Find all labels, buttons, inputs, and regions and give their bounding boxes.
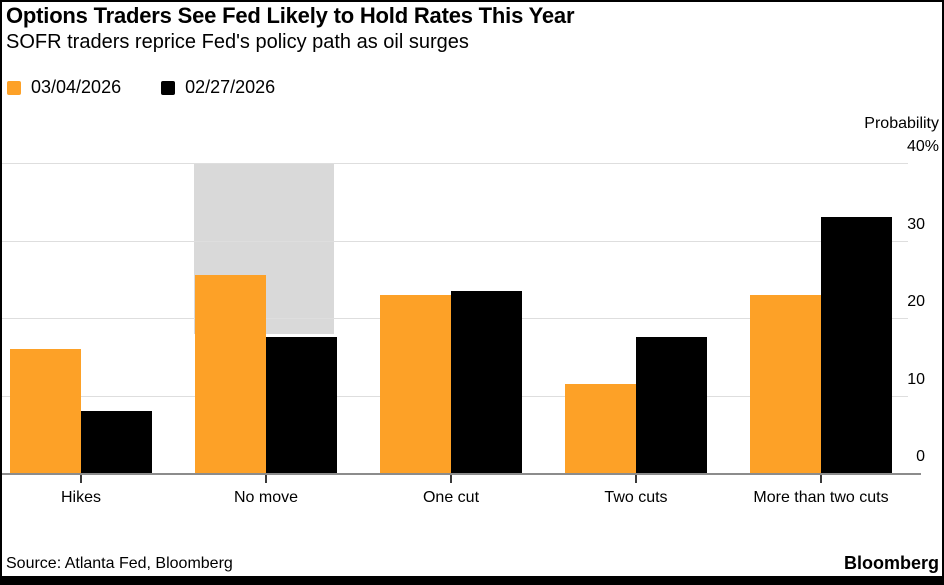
y-axis-title: Probability xyxy=(864,115,939,132)
y-tick-label: 40% xyxy=(906,138,939,155)
bar-02-27-2026-Hikes xyxy=(81,411,152,473)
gridline-40 xyxy=(2,163,908,164)
chart-title: Options Traders See Fed Likely to Hold R… xyxy=(6,3,575,28)
x-tick-mark xyxy=(265,475,267,483)
x-tick-mark xyxy=(450,475,452,483)
legend-label: 03/04/2026 xyxy=(31,77,122,97)
x-tick-mark xyxy=(820,475,822,483)
bar-03-04-2026-No-move xyxy=(195,275,266,473)
y-tick-label: 10 xyxy=(907,370,925,388)
x-tick-label: More than two cuts xyxy=(753,489,889,506)
bottom-black-bar xyxy=(2,576,942,583)
bar-03-04-2026-One-cut xyxy=(380,294,451,473)
y-tick-label: 0 xyxy=(916,448,925,465)
x-axis-line xyxy=(2,473,921,475)
x-tick-label: One cut xyxy=(422,489,480,506)
legend-label: 02/27/2026 xyxy=(185,77,276,97)
legend-swatch xyxy=(7,80,21,95)
bar-02-27-2026-More-than-two-cuts xyxy=(821,217,892,473)
chart-subtitle: SOFR traders reprice Fed's policy path a… xyxy=(6,31,469,53)
gridline-30 xyxy=(2,240,908,242)
y-tick-label: 20 xyxy=(907,293,925,310)
bloomberg-logo: Bloomberg xyxy=(843,553,939,573)
source-note: Source: Atlanta Fed, Bloomberg xyxy=(6,555,233,572)
x-tick-mark xyxy=(80,475,82,483)
bar-03-04-2026-Two-cuts xyxy=(565,383,636,473)
x-tick-label: No move xyxy=(233,489,299,506)
x-tick-label: Two cuts xyxy=(604,489,668,506)
x-tick-mark xyxy=(635,475,637,483)
bar-02-27-2026-Two-cuts xyxy=(636,337,707,473)
bar-03-04-2026-Hikes xyxy=(10,349,81,473)
x-tick-label: Hikes xyxy=(60,489,101,506)
bar-03-04-2026-More-than-two-cuts xyxy=(750,294,821,473)
bar-02-27-2026-No-move xyxy=(266,337,337,473)
chart-legend: 03/04/2026 02/27/2026 xyxy=(7,77,275,98)
legend-swatch xyxy=(161,80,176,95)
legend-item-02-27-2026: 02/27/2026 xyxy=(161,77,275,98)
y-tick-label: 30 xyxy=(907,215,925,233)
legend-item-03-04-2026: 03/04/2026 xyxy=(7,77,121,98)
bar-02-27-2026-One-cut xyxy=(451,290,522,473)
